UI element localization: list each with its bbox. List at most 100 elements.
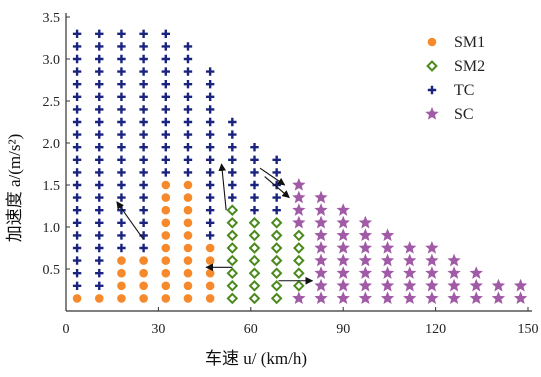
point-tc [205,218,215,227]
point-tc [72,67,82,76]
point-tc [183,155,193,164]
point-sc [358,266,373,279]
point-tc [183,67,193,76]
legend: SM1 SM2 TC SC [425,34,485,123]
point-sm1 [161,180,171,190]
point-tc [161,143,170,152]
series-sm1 [72,180,215,303]
point-sc [314,190,328,204]
point-sm2 [226,229,239,242]
y-tick-label: 3.5 [43,11,61,26]
point-sm1 [205,281,215,291]
point-tc [72,117,82,127]
point-sm2 [270,229,283,242]
point-sc [469,278,483,292]
point-sm1 [161,268,171,278]
point-tc [95,206,104,215]
point-sc [513,278,528,292]
point-tc [272,206,281,215]
point-tc [139,155,148,164]
point-tc [117,67,126,76]
point-tc [95,256,104,265]
point-sc [469,266,483,279]
point-tc [95,67,104,76]
point-tc [205,67,215,76]
point-sc [336,291,350,305]
point-tc [205,92,215,101]
point-tc [117,180,126,190]
x-tick-label: 120 [425,322,446,337]
point-tc [72,80,82,89]
point-sc [447,266,461,279]
series-tc [72,29,281,290]
point-tc [183,80,193,89]
point-sm1 [205,268,215,278]
point-sm2 [270,216,283,229]
point-tc [117,243,126,253]
axes: 0 30 60 90 120 150 0.5 1.0 1.5 2.0 2.5 3.0 3.5 [43,11,539,337]
point-sm1 [183,231,193,240]
point-tc [95,168,104,177]
point-sc [447,278,461,292]
point-sm1 [161,205,171,215]
point-tc [139,80,148,89]
point-sc [358,278,373,292]
point-sc [314,228,328,242]
legend-label: TC [454,82,474,99]
point-sm1 [183,281,193,291]
point-tc [117,105,126,114]
point-tc [72,54,82,64]
legend-label: SM2 [454,58,485,75]
y-tick-label: 2.0 [43,137,61,152]
y-tick-label: 0.5 [43,263,61,278]
point-sc [358,241,373,254]
point-tc [205,180,215,190]
y-tick-label: 1.0 [43,221,61,236]
point-tc [72,243,82,253]
point-tc [161,168,170,177]
point-sm2 [293,229,305,242]
point-sm2 [248,254,261,267]
point-tc [205,155,215,164]
point-sc [292,203,306,216]
point-sm2 [226,292,239,305]
point-sm2 [270,254,283,267]
point-sm2 [293,254,305,267]
point-sc [336,253,350,267]
y-tick-label: 2.5 [43,95,61,110]
point-sm1 [117,268,126,278]
annotation-arrow [116,201,145,240]
legend-item-sc: SC [425,106,474,123]
point-tc [250,168,259,177]
point-sm1 [183,256,193,265]
point-tc [95,130,104,139]
point-tc [117,42,126,51]
point-sm1 [183,205,193,215]
point-tc [117,143,126,152]
point-sm1 [183,180,193,190]
point-tc [117,218,126,227]
point-sm1 [139,256,148,265]
series-sc [292,178,528,305]
point-tc [250,180,259,190]
point-sm1 [205,256,215,265]
point-sc [358,228,373,242]
point-sc [336,241,350,254]
point-tc [72,92,82,101]
point-tc [139,243,148,253]
point-tc [95,155,104,164]
point-tc [161,67,170,76]
point-tc [72,256,82,265]
legend-item-sm2: SM2 [426,58,485,75]
point-tc [183,143,193,152]
point-sc [314,215,328,229]
point-tc [72,105,82,114]
point-sc [336,266,350,279]
point-sm1 [161,281,171,291]
point-sm1 [139,294,148,303]
point-sc [403,291,417,305]
point-sc [380,278,395,292]
point-tc [228,130,237,139]
point-tc [183,105,193,114]
point-tc [72,269,82,278]
